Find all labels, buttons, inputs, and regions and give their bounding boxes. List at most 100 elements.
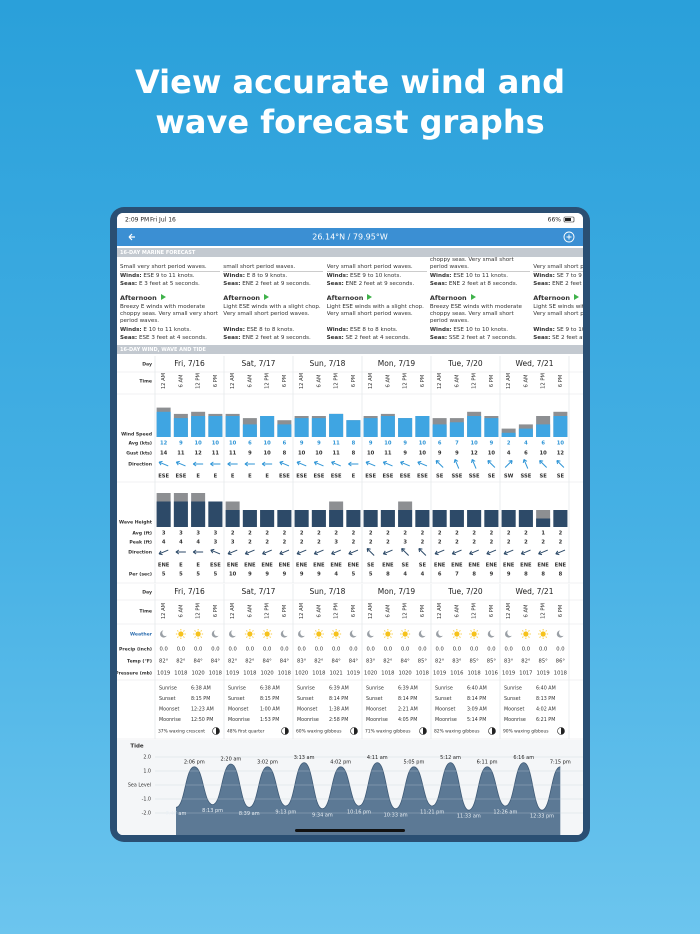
temp-value: 85° [539,659,549,665]
row-label: Time [139,379,152,385]
day-label: Fri, 7/16 [174,587,205,596]
forecast-value: ESE 10 to 11 knots. [453,273,508,279]
time-label: 12 PM [334,603,340,619]
wind-direction: ESE [175,474,186,480]
wave-peak-value: 2 [300,540,304,546]
wind-direction: SE [488,474,496,480]
wind-avg-bar [501,432,516,437]
sun-ray [338,636,340,638]
afternoon-label: Afternoon [430,294,476,302]
forecast-value: ENE 2 feet at 9 seconds. [242,335,311,341]
low-tide-time: 9:34 am [312,812,333,818]
swell-direction: ENE [348,563,360,569]
forecast-value: ENE 2 feet at 8 seconds. [552,281,583,287]
wave-avg-value: 3 [196,531,200,537]
time-label: 6 PM [420,375,426,388]
astro-label: Moonset [159,707,179,713]
forecast-value: SE 2 feet at 4 seconds. [345,335,410,341]
low-tide-time: 10:33 am [384,812,408,818]
wind-direction: SSE [469,474,480,480]
row-label: Pressure (mb) [117,671,152,677]
astro-time: 6:39 AM [398,686,418,692]
precip-value: 0.0 [401,647,409,653]
wave-period: 5 [214,572,218,578]
row-label: Temp (°F) [127,659,152,665]
direction-arrow [227,549,238,556]
swell-direction: ENE [158,563,170,569]
time-label: 12 PM [403,603,409,619]
sun-icon [540,631,546,637]
direction-arrow [331,549,341,556]
moon-shadow [282,629,290,636]
wind-gust-value: 4 [507,451,511,457]
wind-direction: ESE [158,474,169,480]
astro-label: Moonrise [228,717,250,723]
astro-time: 1:00 AM [260,707,280,713]
wave-avg-bar [260,510,275,527]
moon-shadow [351,629,359,636]
day-label: Tue, 7/20 [447,359,483,368]
forecast-label: Seas: [429,335,448,341]
astro-time: 1:53 PM [260,717,279,723]
wave-avg-value: 2 [455,531,459,537]
wave-avg-value: 2 [490,531,494,537]
direction-arrow [469,549,479,556]
wind-avg-value: 4 [524,441,528,447]
sun-ray [194,630,196,632]
astro-label: Moonset [435,707,455,713]
astro-label: Sunset [228,696,245,702]
temp-value: 82° [435,659,445,665]
moon-phase-dark [216,727,220,735]
wind-gust-value: 10 [367,451,375,457]
battery-level [565,218,571,221]
row-label: Day [142,590,152,596]
wave-avg-value: 2 [334,531,338,537]
forecast-label: Winds: [533,273,555,279]
forecast-value: ESE 9 to 11 knots. [143,273,195,279]
arrow-shape [453,458,460,469]
wind-gust-value: 10 [488,451,496,457]
add-button[interactable] [563,231,575,243]
astro-time: 8:13 PM [536,696,555,702]
time-label: 12 PM [541,373,547,389]
astro-time: 6:40 AM [536,686,556,692]
forecast-label: Winds: [429,273,452,279]
direction-arrow [400,460,410,467]
back-button[interactable] [128,233,135,241]
arrow-shape [262,549,272,556]
wave-avg-bar [208,501,223,527]
swell-direction: E [196,563,200,569]
forecast-intro: Small very short period waves. [120,257,220,272]
wind-avg-value: 10 [264,441,272,447]
wave-avg-bar [225,510,240,527]
wave-period: 9 [490,572,494,578]
direction-arrow [522,458,529,469]
wave-peak-value: 2 [352,540,356,546]
precip-value: 0.0 [194,647,202,653]
forecast-intro: choppy seas. Very small short period wav… [429,257,530,272]
row-label: Precip (inch) [119,647,152,653]
wave-period: 5 [196,572,200,578]
precip-value: 0.0 [487,647,495,653]
wind-gust-value: 10 [264,451,272,457]
astro-time: 4:02 AM [536,707,556,713]
wave-peak-value: 2 [317,540,321,546]
status-date: Fri Jul 16 [150,217,176,224]
forecast-line: Seas: SE 2 feet at 7 seconds. [533,335,583,342]
play-icon [264,294,270,300]
forecast-description: Light SE winds with a slight chop. Very … [533,304,583,317]
wave-period: 4 [334,572,338,578]
sun-ray [263,630,265,632]
sun-ray [332,630,334,632]
wind-gust-value: 9 [403,451,407,457]
direction-arrow [539,459,548,468]
forecast-line: Seas: E 3 feet at 5 seconds. [120,281,200,288]
direction-arrow [279,460,290,467]
forecast-label: Seas: [223,335,241,341]
arrow-shape [210,548,221,555]
time-label: 6 PM [489,605,495,618]
sun-ray [252,636,254,638]
swell-direction: ENE [537,563,549,569]
moon-shadow [558,629,566,636]
moon-phase-dark [285,727,289,735]
